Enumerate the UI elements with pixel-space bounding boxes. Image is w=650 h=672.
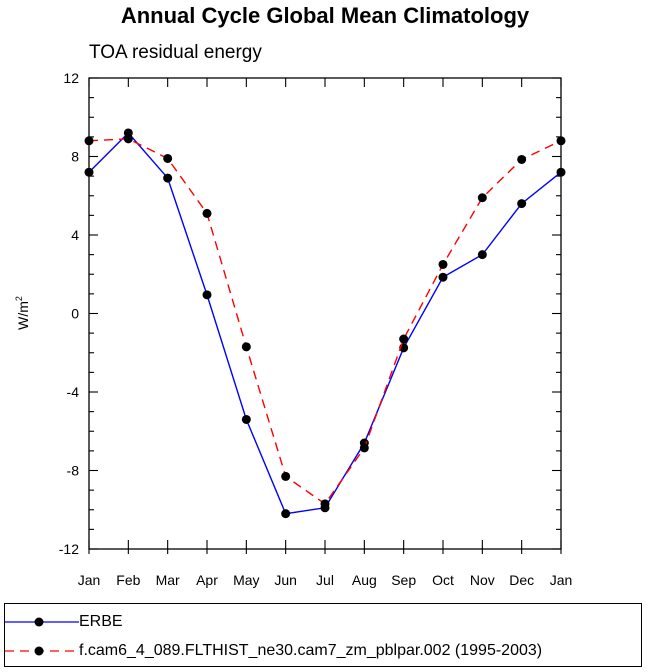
series-0-point (241, 414, 251, 424)
x-tick-label: Jan (78, 572, 101, 588)
series-0 (84, 128, 566, 519)
x-tick-label: Oct (432, 572, 454, 588)
y-tick-label: 0 (71, 306, 79, 322)
series-1-point (123, 134, 133, 144)
series-1-point (163, 153, 173, 163)
series-0-point (281, 509, 291, 519)
chart-canvas: Annual Cycle Global Mean Climatology TOA… (14, 3, 573, 588)
series-1-point (438, 259, 448, 269)
series-1-point (202, 208, 212, 218)
series-1-point (359, 443, 369, 453)
legend-item-erbe: ERBE (5, 609, 123, 635)
series-1-point (556, 136, 566, 146)
series-0-point (556, 167, 566, 177)
plot-series (84, 128, 566, 519)
x-tick-label: Apr (196, 572, 218, 588)
series-0-point (202, 290, 212, 300)
series-0-point (438, 272, 448, 282)
x-tick-label: Nov (470, 572, 495, 588)
x-tick-label: Jul (316, 572, 334, 588)
y-axis-label-superscript: 2 (14, 296, 24, 301)
series-1-point (477, 193, 487, 203)
legend-item-model: f.cam6_4_089.FLTHIST_ne30.cam7_zm_pblpar… (5, 638, 542, 664)
legend-swatch-model (5, 646, 79, 656)
series-line-1 (88, 138, 562, 505)
y-tick-label: -12 (59, 541, 79, 557)
series-0-point (517, 199, 527, 209)
y-tick-label: 8 (71, 149, 79, 165)
x-tick-labels: Jan Feb Mar Apr May Jun Jul Aug Sep Oct Nov Dec Jan (78, 572, 573, 588)
x-tick-label: Feb (116, 572, 140, 588)
x-tick-label: Jan (550, 572, 573, 588)
y-axis-label: W/m2 (14, 296, 31, 330)
series-1-point (241, 342, 251, 352)
x-tick-label: May (233, 572, 259, 588)
series-0-point (163, 173, 173, 183)
legend-marker-erbe (34, 617, 44, 627)
axes (88, 77, 562, 554)
legend-label-erbe: ERBE (79, 613, 123, 630)
x-tick-label: Dec (509, 572, 534, 588)
series-1-point (281, 471, 291, 481)
series-1-point (320, 499, 330, 509)
chart-title: Annual Cycle Global Mean Climatology (121, 3, 530, 28)
y-tick-label: 12 (63, 70, 79, 86)
series-1 (84, 134, 566, 509)
y-tick-label: -4 (67, 384, 80, 400)
y-tick-label: -8 (67, 463, 80, 479)
series-1-point (399, 334, 409, 344)
series-0-point (84, 167, 94, 177)
plot-frame (88, 77, 562, 550)
legend: ERBE f.cam6_4_089.FLTHIST_ne30.cam7_zm_p… (4, 603, 642, 667)
legend-label-model: f.cam6_4_089.FLTHIST_ne30.cam7_zm_pblpar… (79, 642, 543, 659)
x-tick-label: Aug (352, 572, 377, 588)
chart-subtitle: TOA residual energy (89, 42, 262, 63)
series-1-point (84, 136, 94, 146)
legend-marker-model (34, 646, 44, 656)
legend-swatch-erbe (5, 617, 79, 627)
y-tick-labels: -12 -8 -4 0 4 8 12 (59, 70, 79, 557)
series-1-point (517, 154, 527, 164)
x-tick-label: Sep (391, 572, 416, 588)
x-tick-label: Jun (274, 572, 297, 588)
series-0-point (477, 250, 487, 260)
y-axis-label-unit: W/m (15, 301, 31, 330)
y-tick-label: 4 (71, 227, 79, 243)
x-tick-label: Mar (156, 572, 180, 588)
